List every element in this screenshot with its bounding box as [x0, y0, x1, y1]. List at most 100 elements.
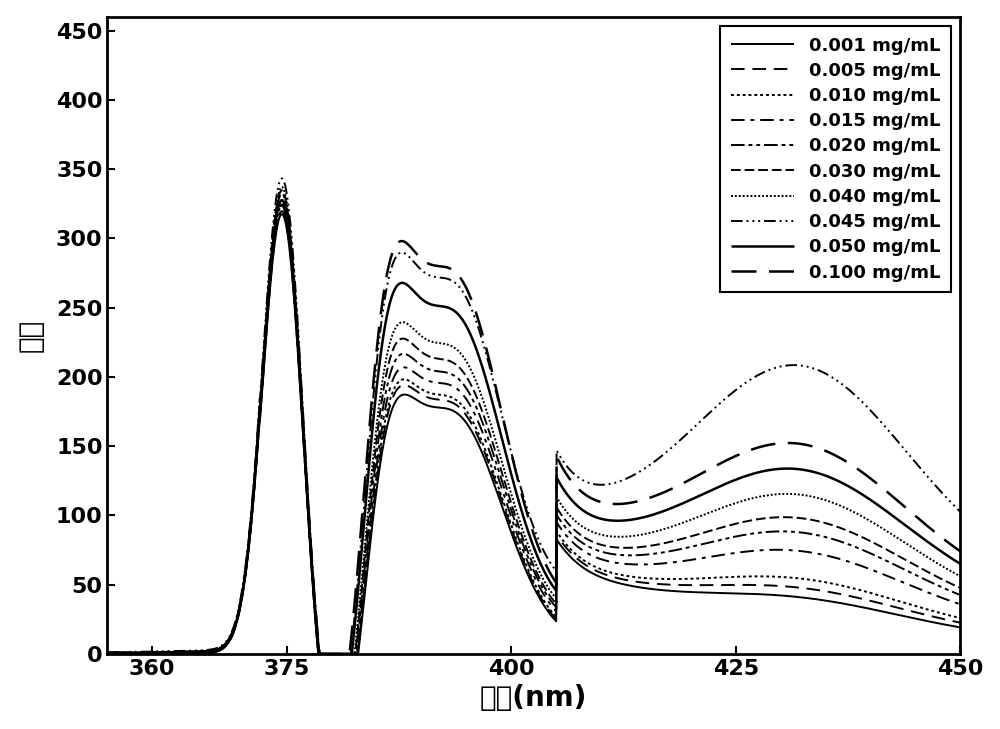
Legend: 0.001 mg/mL, 0.005 mg/mL, 0.010 mg/mL, 0.015 mg/mL, 0.020 mg/mL, 0.030 mg/mL, 0.: 0.001 mg/mL, 0.005 mg/mL, 0.010 mg/mL, 0… [720, 26, 951, 292]
0.100 mg/mL [930, 529, 942, 537]
0.050 mg/mL [954, 559, 966, 568]
0.010 mg/mL [517, 553, 529, 561]
0.100 mg/mL [101, 648, 113, 657]
0.040 mg/mL [954, 572, 966, 580]
0.040 mg/mL [145, 648, 157, 657]
0.050 mg/mL [930, 544, 942, 553]
0.005 mg/mL [101, 650, 113, 658]
0.050 mg/mL [145, 648, 157, 657]
0.020 mg/mL [276, 189, 288, 198]
0.020 mg/mL [930, 580, 942, 589]
Line: 0.001 mg/mL: 0.001 mg/mL [107, 214, 960, 654]
0.040 mg/mL [313, 650, 325, 658]
0.040 mg/mL [276, 183, 288, 192]
0.030 mg/mL [774, 513, 786, 522]
0.045 mg/mL [101, 648, 113, 657]
0.030 mg/mL [930, 572, 942, 581]
0.030 mg/mL [930, 572, 942, 580]
0.001 mg/mL [930, 618, 942, 627]
0.100 mg/mL [145, 648, 157, 657]
0.040 mg/mL [101, 649, 113, 658]
Line: 0.015 mg/mL: 0.015 mg/mL [107, 200, 960, 654]
0.001 mg/mL [313, 650, 325, 658]
0.005 mg/mL [774, 582, 786, 590]
0.030 mg/mL [276, 186, 288, 195]
0.005 mg/mL [276, 207, 288, 216]
0.030 mg/mL [145, 649, 157, 658]
0.010 mg/mL [930, 607, 942, 616]
Line: 0.005 mg/mL: 0.005 mg/mL [107, 211, 960, 654]
0.015 mg/mL [954, 600, 966, 609]
0.040 mg/mL [517, 526, 529, 535]
0.045 mg/mL [774, 362, 786, 371]
0.020 mg/mL [517, 539, 529, 548]
0.045 mg/mL [517, 491, 529, 499]
0.050 mg/mL [313, 650, 325, 658]
Y-axis label: 强度: 强度 [17, 319, 45, 352]
0.030 mg/mL [517, 534, 529, 543]
0.015 mg/mL [276, 195, 288, 204]
0.015 mg/mL [774, 545, 786, 554]
0.030 mg/mL [494, 463, 506, 472]
0.030 mg/mL [101, 649, 113, 658]
Line: 0.040 mg/mL: 0.040 mg/mL [107, 187, 960, 654]
0.015 mg/mL [313, 650, 325, 658]
0.050 mg/mL [930, 543, 942, 552]
Line: 0.020 mg/mL: 0.020 mg/mL [107, 193, 960, 654]
0.010 mg/mL [930, 607, 942, 616]
0.010 mg/mL [954, 614, 966, 623]
0.001 mg/mL [101, 650, 113, 658]
Line: 0.030 mg/mL: 0.030 mg/mL [107, 190, 960, 654]
0.045 mg/mL [494, 405, 506, 413]
0.001 mg/mL [517, 558, 529, 567]
0.005 mg/mL [954, 618, 966, 627]
0.015 mg/mL [930, 591, 942, 600]
0.015 mg/mL [145, 649, 157, 658]
0.100 mg/mL [517, 494, 529, 503]
0.001 mg/mL [494, 497, 506, 506]
0.100 mg/mL [314, 650, 326, 658]
0.045 mg/mL [954, 507, 966, 516]
0.010 mg/mL [774, 572, 786, 581]
0.040 mg/mL [494, 452, 506, 461]
0.040 mg/mL [930, 558, 942, 567]
0.100 mg/mL [494, 402, 506, 410]
0.001 mg/mL [954, 623, 966, 632]
0.020 mg/mL [313, 650, 325, 658]
0.020 mg/mL [494, 472, 506, 480]
0.045 mg/mL [930, 482, 942, 491]
0.050 mg/mL [101, 649, 113, 658]
0.020 mg/mL [774, 527, 786, 536]
0.005 mg/mL [517, 555, 529, 564]
0.005 mg/mL [145, 649, 157, 658]
0.005 mg/mL [313, 650, 325, 658]
0.040 mg/mL [774, 490, 786, 499]
0.010 mg/mL [101, 650, 113, 658]
0.010 mg/mL [494, 488, 506, 497]
0.015 mg/mL [930, 591, 942, 600]
0.050 mg/mL [276, 195, 288, 204]
0.045 mg/mL [145, 647, 157, 656]
0.015 mg/mL [517, 545, 529, 554]
0.040 mg/mL [930, 558, 942, 566]
0.050 mg/mL [494, 428, 506, 437]
0.005 mg/mL [930, 613, 942, 622]
Line: 0.045 mg/mL: 0.045 mg/mL [107, 179, 960, 654]
0.010 mg/mL [276, 201, 288, 210]
0.020 mg/mL [954, 590, 966, 599]
0.100 mg/mL [954, 547, 966, 555]
0.100 mg/mL [930, 529, 942, 537]
0.050 mg/mL [774, 464, 786, 473]
0.001 mg/mL [145, 650, 157, 658]
0.010 mg/mL [313, 650, 325, 658]
0.010 mg/mL [145, 649, 157, 658]
0.030 mg/mL [313, 650, 325, 658]
0.005 mg/mL [930, 613, 942, 622]
0.015 mg/mL [101, 649, 113, 658]
0.020 mg/mL [101, 649, 113, 658]
0.001 mg/mL [774, 591, 786, 600]
X-axis label: 波长(nm): 波长(nm) [480, 685, 587, 712]
0.015 mg/mL [494, 480, 506, 488]
Line: 0.010 mg/mL: 0.010 mg/mL [107, 206, 960, 654]
0.001 mg/mL [276, 210, 288, 219]
